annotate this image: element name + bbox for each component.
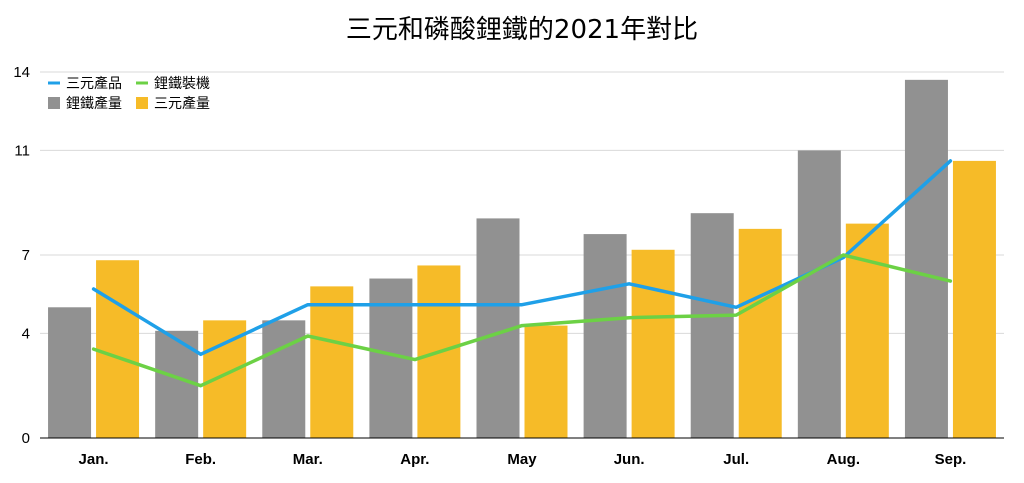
x-axis-labels: Jan. Feb. Mar. Apr. May Jun. Jul. Aug. Sep. <box>79 451 967 468</box>
y-tick-label: 0 <box>22 430 30 447</box>
legend-swatch <box>136 97 148 109</box>
bar <box>524 325 568 438</box>
y-axis-ticks: 0 4 7 11 14 <box>13 64 30 447</box>
bar <box>262 320 306 438</box>
x-tick-label: Jun. <box>614 451 645 468</box>
y-tick-label: 4 <box>22 325 30 342</box>
bar <box>738 228 782 438</box>
x-tick-label: May <box>507 451 537 468</box>
lines <box>91 159 953 388</box>
bars <box>48 79 996 438</box>
chart-title: 三元和磷酸鋰鐵的2021年對比 <box>346 15 698 45</box>
bar <box>797 150 841 438</box>
legend-label: 鋰鐵產量 <box>66 95 122 112</box>
bar <box>583 234 627 438</box>
y-tick-label: 14 <box>13 64 30 81</box>
bar <box>952 160 996 438</box>
x-tick-label: Apr. <box>400 451 429 468</box>
bar <box>48 307 92 438</box>
x-tick-label: Mar. <box>293 451 323 468</box>
legend-label: 鋰鐵裝機 <box>154 75 210 92</box>
bar <box>690 213 734 438</box>
legend-label: 三元產量 <box>154 95 210 112</box>
x-tick-label: Sep. <box>935 451 967 468</box>
legend-label: 三元產品 <box>66 75 122 92</box>
y-tick-label: 11 <box>14 142 30 159</box>
bar <box>631 249 675 438</box>
x-tick-label: Jul. <box>723 451 749 468</box>
bar <box>203 320 247 438</box>
bar <box>310 286 354 438</box>
x-tick-label: Jan. <box>79 451 109 468</box>
x-tick-label: Feb. <box>185 451 216 468</box>
bar <box>904 79 948 438</box>
y-tick-label: 7 <box>22 247 30 264</box>
series-line <box>91 253 953 388</box>
legend-swatch <box>48 97 60 109</box>
bar <box>96 260 140 438</box>
x-tick-label: Aug. <box>827 451 860 468</box>
